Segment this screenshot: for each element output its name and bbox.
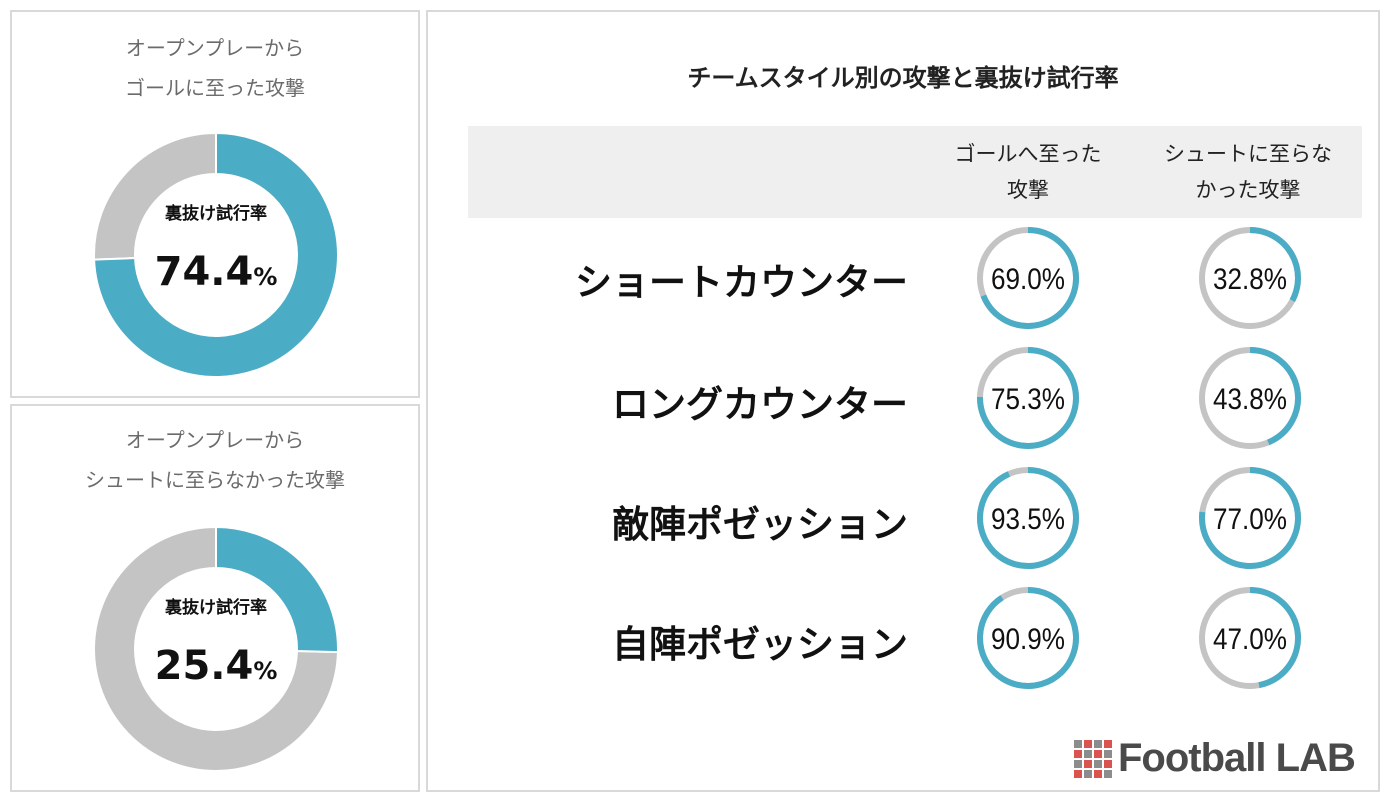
ring-r0-c1-value-label: 32.8% <box>1213 263 1287 296</box>
donut-chart-goal: 裏抜け試行率 74.4% <box>93 131 339 378</box>
ring-r1-c1-value-arc <box>1249 347 1301 446</box>
ring-r3-c1-value-arc <box>1249 587 1301 689</box>
ring-r1-c0-value-label: 75.3% <box>991 383 1065 416</box>
column-header-no-shot-line1: シュートに至らな <box>1164 142 1332 166</box>
ring-r2-c1-value-label: 77.0% <box>1213 503 1287 536</box>
grid-logo-icon <box>1074 740 1112 778</box>
logo-text: Football LAB <box>1118 736 1356 780</box>
donut-chart-no-shot: 裏抜け試行率 25.4% <box>93 525 339 772</box>
ring-r2-c0-value-label: 93.5% <box>991 503 1065 536</box>
table-header-band <box>468 126 1362 218</box>
ring-grid: 69.0% 32.8% 75.3% 43.8% 93.5% 77.0% 90.9% 47.0% <box>977 227 1301 689</box>
ring-r2-c0-value-arc <box>977 467 1079 569</box>
column-header-goal-line1: ゴールへ至った <box>954 142 1102 166</box>
column-header-goal: ゴールへ至った 攻撃 <box>928 136 1128 208</box>
ring-r0-c1-value-arc <box>1249 227 1301 303</box>
row-label-long-counter: ロングカウンター <box>612 383 908 426</box>
donut-panel-no-shot: オープンプレーから シュートに至らなかった攻撃 裏抜け試行率 25.4% <box>10 404 420 792</box>
ring-r3-c0-value-arc <box>977 587 1079 689</box>
donut-no-shot-slice-value <box>215 525 339 654</box>
column-header-no-shot-line2: かった攻撃 <box>1195 178 1301 202</box>
row-label-opponent-possession: 敵陣ポゼッション <box>612 503 908 546</box>
football-lab-logo: Football LAB <box>1068 734 1368 782</box>
ring-r3-c1-value-label: 47.0% <box>1213 623 1287 656</box>
ring-r3-c0-value-label: 90.9% <box>991 623 1065 656</box>
donut-goal-slice-value <box>93 131 339 378</box>
donut-title-line2: ゴールに至った攻撃 <box>125 76 305 100</box>
donut-title-line1: オープンプレーから <box>125 36 305 60</box>
donut-goal-slice-remainder <box>93 131 217 261</box>
donut-no-shot-center-unit: % <box>253 657 277 685</box>
main-title: チームスタイル別の攻撃と裏抜け試行率 <box>687 64 1119 92</box>
donut-no-shot-center-value: 25.4% <box>155 643 278 689</box>
donut-panel-goal: オープンプレーから ゴールに至った攻撃 裏抜け試行率 74.4% <box>10 10 420 398</box>
column-header-goal-line2: 攻撃 <box>1007 178 1049 202</box>
donut-no-shot-center-label: 裏抜け試行率 <box>164 597 267 618</box>
donut-title-line2: シュートに至らなかった攻撃 <box>85 468 345 492</box>
donut-title-line1: オープンプレーから <box>125 428 305 452</box>
donut-no-shot-slice-remainder <box>93 525 339 772</box>
column-header-no-shot: シュートに至らな かった攻撃 <box>1148 136 1348 208</box>
row-label-own-possession: 自陣ポゼッション <box>612 623 908 666</box>
ring-r1-c1-value-label: 43.8% <box>1213 383 1287 416</box>
row-label-short-counter: ショートカウンター <box>575 261 908 304</box>
ring-r0-c0-value-label: 69.0% <box>991 263 1065 296</box>
ring-r2-c1-value-arc <box>1199 467 1301 569</box>
team-style-panel: チームスタイル別の攻撃と裏抜け試行率 ゴールへ至った 攻撃 シュートに至らな か… <box>426 10 1380 792</box>
ring-r1-c0-value-arc <box>977 347 1079 449</box>
donut-goal-center-unit: % <box>253 263 277 291</box>
ring-r0-c0-value-arc <box>980 227 1079 329</box>
donut-goal-center-label: 裏抜け試行率 <box>164 203 267 224</box>
donut-goal-center-value: 74.4% <box>155 249 278 295</box>
